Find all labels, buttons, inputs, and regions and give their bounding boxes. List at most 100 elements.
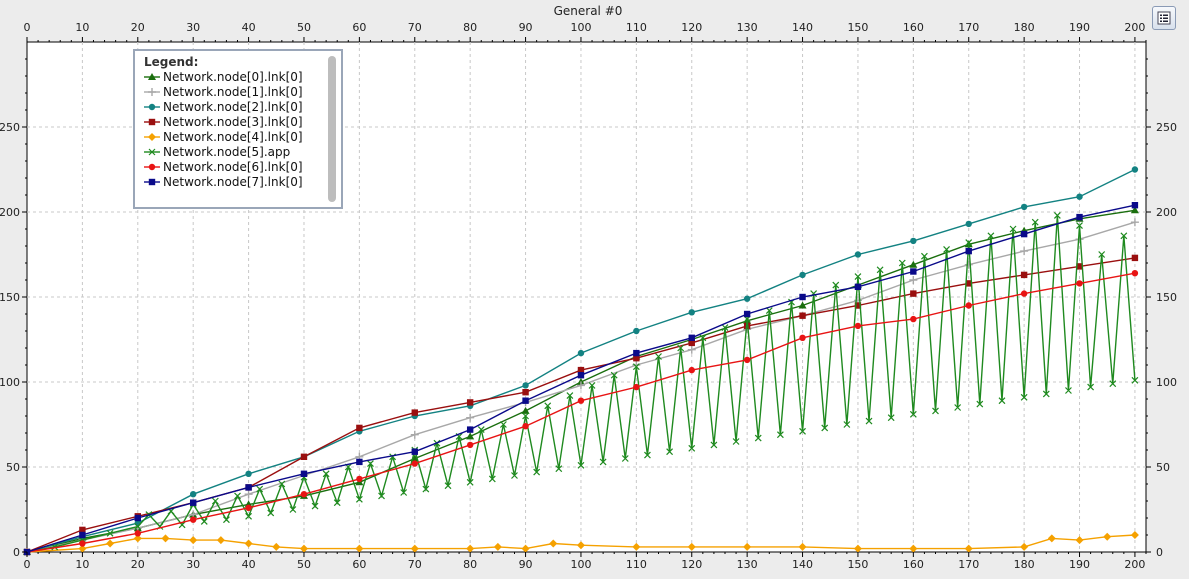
x-tick-label-bottom: 120 [681,558,702,571]
data-point [1076,213,1083,221]
legend-entry: Network.node[1].lnk[0] [144,85,303,99]
x-tick-label-bottom: 200 [1124,558,1145,571]
data-point [898,259,906,267]
data-point [854,273,862,281]
x-tick-label-top: 180 [1014,21,1035,34]
data-point [1130,206,1139,214]
data-point [1131,166,1139,173]
x-tick-label-top: 190 [1069,21,1090,34]
data-point [876,266,884,274]
data-point [106,539,115,548]
legend-label: Network.node[5].app [163,145,290,159]
data-point [1020,542,1029,551]
data-point [189,516,197,523]
data-point [943,245,950,253]
data-point [1076,263,1083,270]
data-point [854,302,862,309]
data-point [466,399,474,406]
x-tick-label-top: 110 [626,21,647,34]
data-point [577,461,585,469]
data-point [79,526,86,534]
data-point [910,290,917,297]
data-point [1130,531,1139,539]
data-point [245,504,252,511]
data-point [1020,230,1028,238]
data-point [865,417,873,425]
data-point [687,542,696,551]
data-point [189,536,198,545]
x-tick-label-top: 0 [24,21,31,34]
data-point [799,334,806,341]
data-point [555,465,563,473]
legend-title: Legend: [144,55,198,69]
data-point [311,502,319,510]
x-tick-label-top: 200 [1124,21,1145,34]
data-point [1020,290,1028,297]
data-point [932,407,939,415]
data-point [79,531,86,539]
data-point [776,431,784,439]
data-point [1065,387,1072,394]
x-tick-label-bottom: 140 [792,558,813,571]
data-point [633,355,640,362]
data-point [920,252,928,260]
legend-entry: Network.node[0].lnk[0] [144,70,303,84]
y-tick-label-left: 150 [0,291,20,304]
data-point [1120,232,1128,240]
x-tick-label-top: 120 [681,21,702,34]
data-point [1031,218,1039,226]
data-point [544,402,552,410]
data-point [688,334,695,341]
data-point [499,421,507,428]
x-tick-label-top: 90 [519,21,533,34]
legend-marker [148,148,156,156]
data-point [1020,247,1029,256]
data-point [965,239,973,247]
data-point [743,295,751,302]
y-tick-label-left: 250 [0,121,20,134]
data-point [356,424,363,432]
data-point [965,247,972,255]
data-point [411,460,418,467]
data-point [356,475,363,483]
data-point [633,383,640,391]
x-tick-label-top: 50 [297,21,311,34]
data-point [522,423,529,430]
data-point [721,324,729,332]
data-point [655,353,662,360]
data-point [189,499,197,506]
list-icon [1157,11,1171,25]
data-point [765,307,773,315]
x-tick-label-bottom: 90 [519,558,533,571]
legend-entry: Network.node[7].lnk[0] [144,175,303,189]
data-point [632,363,640,371]
data-point [134,514,141,522]
data-point [710,441,718,449]
x-tick-label-bottom: 100 [570,558,591,571]
legend-marker [148,103,156,111]
data-point [1053,211,1061,219]
data-point [909,276,918,284]
series-2 [23,166,1139,556]
data-point [466,544,475,553]
series-layer [23,166,1139,556]
data-point [1076,193,1083,200]
data-point [200,517,208,525]
data-point [887,414,895,422]
data-point [549,539,558,548]
legend-scrollbar[interactable] [328,56,336,202]
data-point [577,366,585,374]
data-point [79,540,86,547]
data-point [161,534,170,543]
data-point [965,302,972,309]
x-tick-label-top: 60 [352,21,366,34]
data-point [1109,380,1117,388]
data-point [743,356,751,364]
chart-options-button[interactable] [1152,6,1176,30]
data-point [577,372,585,379]
data-point [843,421,851,428]
data-point [853,544,862,553]
data-point [798,542,807,551]
legend-marker [148,163,156,171]
